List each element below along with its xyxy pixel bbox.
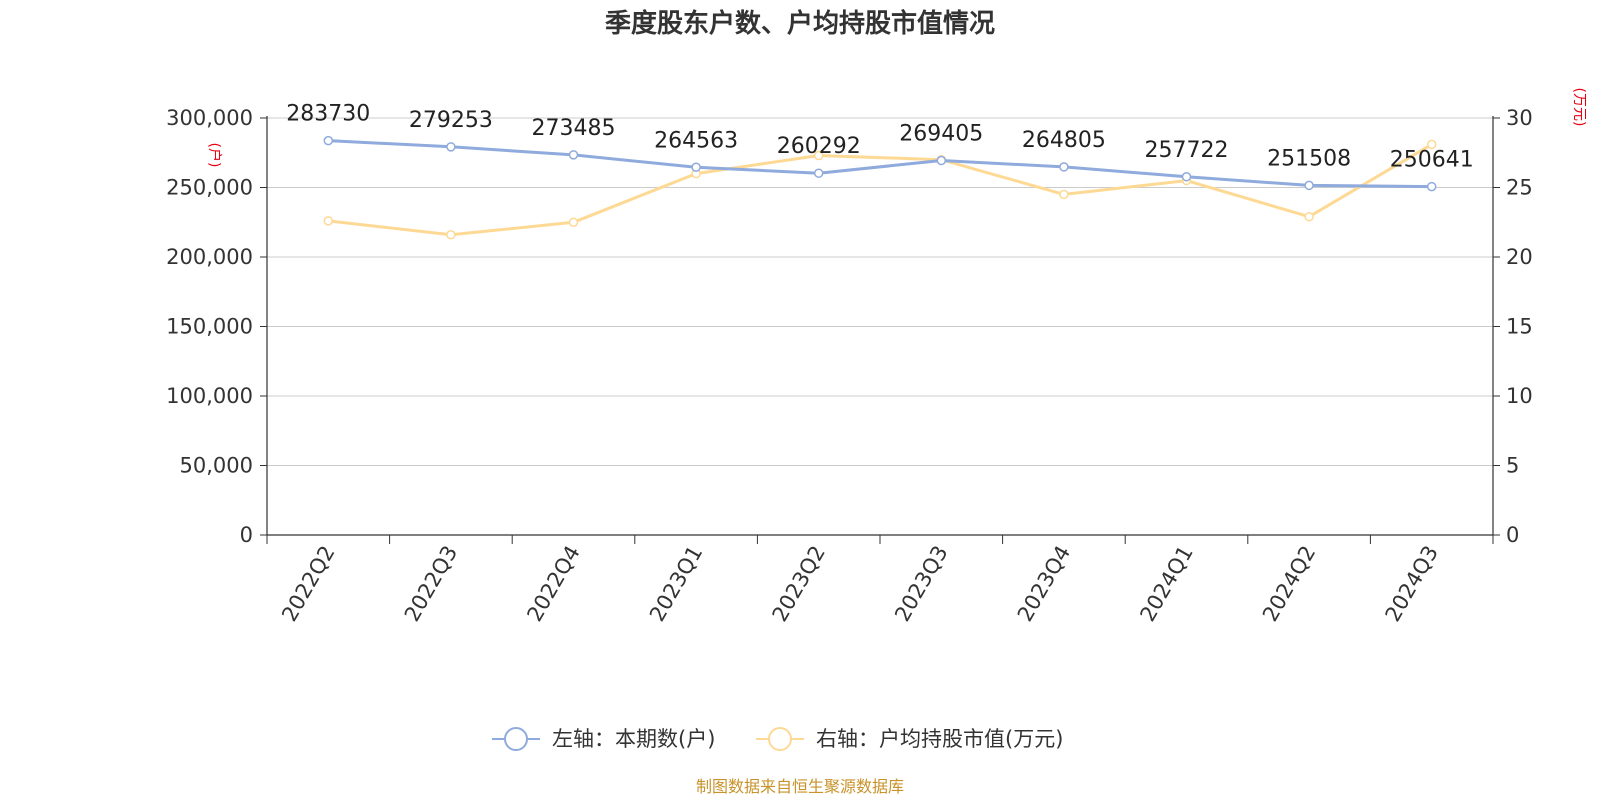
data-label: 273485: [532, 116, 616, 141]
x-tick-label: 2024Q2: [1258, 542, 1320, 626]
data-point-right: [1426, 139, 1437, 150]
data-point-left: [936, 155, 947, 166]
y-right-tick-label: 15: [1506, 315, 1533, 339]
data-point-right: [446, 230, 456, 240]
x-tick-label: 2023Q3: [890, 542, 952, 626]
y-left-tick-label: 150,000: [166, 315, 253, 339]
y-right-tick-label: 25: [1506, 176, 1533, 200]
x-tick-label: 2023Q2: [768, 542, 830, 626]
y-left-tick-label: 200,000: [166, 245, 253, 269]
y-right-tick-label: 5: [1506, 454, 1519, 478]
data-point-right: [1059, 189, 1069, 200]
x-tick-label: 2024Q3: [1381, 542, 1443, 626]
data-label: 257722: [1145, 138, 1229, 163]
legend-label-left: 左轴：本期数(户): [552, 727, 715, 751]
series-lines: [323, 135, 1437, 240]
y-right-tick-label: 10: [1506, 384, 1533, 408]
data-point-right: [813, 150, 824, 161]
data-point-left: [323, 135, 334, 146]
data-point-left: [1426, 181, 1437, 192]
x-tick-label: 2023Q1: [645, 542, 707, 626]
chart-title: 季度股东户数、户均持股市值情况: [605, 8, 995, 39]
legend-item-right-series[interactable]: 右轴：户均持股市值(万元): [756, 727, 1063, 751]
data-label: 264805: [1022, 128, 1106, 153]
y-left-tick-label: 0: [240, 523, 253, 547]
x-tick-label: 2022Q3: [400, 542, 462, 626]
data-label: 250641: [1390, 148, 1474, 173]
legend-marker-left: [504, 727, 528, 751]
y-right-tick-label: 0: [1506, 523, 1519, 547]
data-point-left: [568, 150, 579, 160]
y-left-tick-label: 250,000: [166, 176, 253, 200]
y-right-tick-label: 30: [1506, 106, 1533, 130]
right-axis-unit: (万元): [1571, 88, 1587, 127]
data-point-right: [323, 216, 334, 226]
legend-item-left-series[interactable]: 左轴：本期数(户): [492, 727, 715, 751]
data-label: 283730: [286, 102, 370, 127]
data-label: 264563: [654, 128, 738, 153]
data-label: 269405: [899, 122, 983, 147]
data-point-right: [1304, 211, 1314, 222]
legend: 左轴：本期数(户) 右轴：户均持股市值(万元): [492, 727, 1063, 751]
x-tick-label: 2023Q4: [1013, 542, 1075, 626]
data-labels: 283730 279253 273485 264563 260292 269405 2648…: [286, 102, 1473, 173]
series-line-left: [328, 139, 1432, 189]
data-label: 251508: [1267, 146, 1351, 171]
data-label: 279253: [409, 108, 493, 133]
y-left-tick-label: 50,000: [180, 454, 253, 478]
gridlines: [267, 117, 1493, 466]
x-tick-label: 2022Q4: [522, 542, 584, 626]
data-point-left: [813, 168, 824, 178]
data-point-left: [446, 142, 456, 152]
data-point-left: [1059, 162, 1069, 172]
x-tick-label: 2022Q2: [277, 542, 339, 626]
source-note: 制图数据来自恒生聚源数据库: [696, 777, 904, 796]
y-left-tick-label: 300,000: [166, 106, 253, 130]
series-line-right: [328, 143, 1433, 237]
data-label: 260292: [777, 134, 861, 159]
x-tick-label: 2024Q1: [1135, 542, 1197, 626]
y-right-tick-label: 20: [1506, 245, 1533, 269]
left-axis-unit: (户): [206, 143, 223, 168]
data-point-left: [691, 162, 701, 173]
legend-label-right: 右轴：户均持股市值(万元): [816, 727, 1063, 751]
legend-marker-right: [768, 727, 792, 751]
data-point-left: [1181, 172, 1192, 182]
data-point-left: [1304, 180, 1314, 191]
data-point-right: [568, 217, 579, 227]
axes: 0 50,000 100,000 150,000 200,000 250,000 300,0…: [166, 106, 1533, 626]
y-left-tick-label: 100,000: [166, 384, 253, 408]
